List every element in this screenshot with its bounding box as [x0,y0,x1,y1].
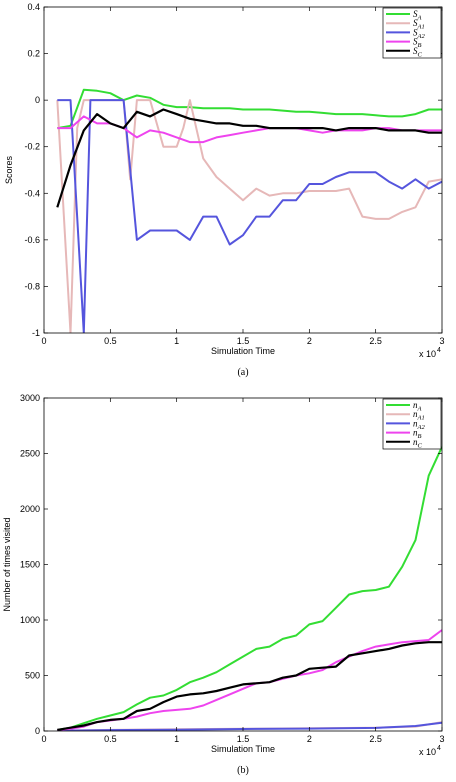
x-tick-label: 1 [174,734,179,744]
y-tick-label: 2500 [20,449,40,459]
y-tick-label: -0.8 [24,281,40,291]
legend-entry-label: SC [413,46,423,59]
y-tick-label: -0.6 [24,235,40,245]
x-axis-label: Simulation Time [211,346,275,356]
y-tick-label: -1 [32,328,40,338]
series-line-n-a [57,446,442,731]
y-tick-label: 1500 [20,560,40,570]
series-group [57,446,442,731]
y-axis-label: Scores [4,155,14,184]
panel-caption: (a) [237,367,248,378]
legend-entry-label: SA [413,9,422,22]
legend-entry-label: nC [413,437,423,450]
x-tick-label: 0 [41,734,46,744]
x-tick-label: 3 [439,336,444,346]
y-tick-label: -0.2 [24,142,40,152]
panel-caption: (b) [237,765,249,776]
legend-entry-label: nA2 [413,418,425,431]
y-tick-label: 1000 [20,615,40,625]
y-tick-label: -0.4 [24,188,40,198]
legend-entry-label: SA2 [413,27,425,40]
x-tick-label: 0 [41,336,46,346]
legend-entry-label: SA1 [413,18,425,31]
chart-panel-a: 0 0.5 1 1.5 2 2.5 3 0.4 0.2 0 -0.2 -0.4 -0.6 -0.8 -1 Si… [4,2,445,378]
y-tick-label: 0.4 [27,2,40,12]
chart-panel-b: 0 0.5 1 1.5 2 2.5 3 3000 2500 2000 1500 1000 500 0 Sim… [2,393,445,776]
y-tick-label: 2000 [20,504,40,514]
x-axis-multiplier-exponent: 4 [437,745,441,752]
series-group [56,88,442,333]
x-tick-label: 2.5 [369,734,382,744]
x-tick-label: 0.5 [104,336,117,346]
y-tick-label: 0 [35,95,40,105]
y-axis-label: Number of times visited [2,517,12,611]
legend-entry-label: SB [413,37,422,50]
axes-frame [43,397,443,732]
series-line-s-a1 [56,99,442,333]
x-axis-multiplier: x 10 [419,349,436,359]
x-tick-label: 2.5 [369,336,382,346]
y-tick-label: 500 [25,671,40,681]
x-axis-multiplier-exponent: 4 [437,347,441,354]
y-tick-label: 3000 [20,393,40,403]
x-tick-label: 1 [174,336,179,346]
x-tick-label: 1.5 [237,336,250,346]
y-tick-label: 0 [35,726,40,736]
y-tick-label: 0.2 [27,49,40,59]
legend-entry-label: nA1 [413,409,425,422]
legend-entry-label: nA [413,400,422,413]
x-tick-label: 2 [307,336,312,346]
series-line-s-a2 [57,99,442,333]
x-axis-multiplier: x 10 [419,747,436,757]
x-tick-label: 3 [439,734,444,744]
x-axis-label: Simulation Time [211,744,275,754]
x-tick-label: 2 [307,734,312,744]
x-tick-label: 0.5 [104,734,117,744]
series-line-s-a [57,88,442,130]
series-line-n-c [57,641,442,731]
axes-frame [43,6,443,334]
series-line-n-a2 [57,721,442,731]
legend-entry-label: nB [413,428,422,441]
x-tick-label: 1.5 [237,734,250,744]
series-line-s-c [56,108,442,208]
